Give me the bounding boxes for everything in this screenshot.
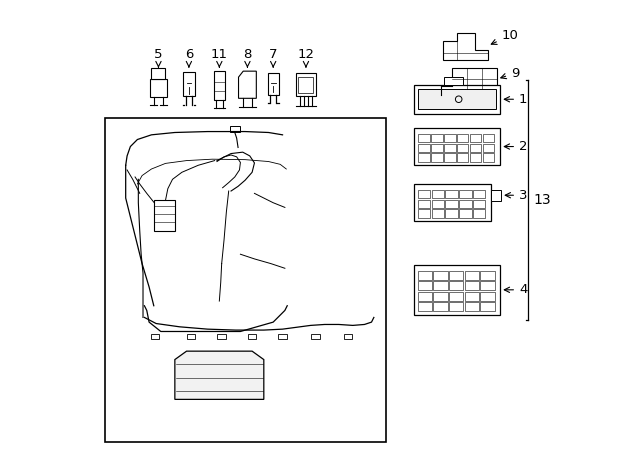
Bar xyxy=(449,302,463,311)
Bar xyxy=(431,190,444,198)
Bar xyxy=(151,334,159,340)
Text: 5: 5 xyxy=(154,48,163,67)
Text: 11: 11 xyxy=(211,48,228,67)
Bar xyxy=(187,334,195,340)
Bar xyxy=(431,134,443,142)
Bar xyxy=(418,281,432,290)
Bar xyxy=(218,334,226,340)
Bar xyxy=(298,77,314,93)
Bar xyxy=(465,271,479,280)
Bar xyxy=(431,200,444,208)
Bar xyxy=(459,210,472,218)
Bar xyxy=(465,292,479,301)
Bar xyxy=(481,271,495,280)
Text: 4: 4 xyxy=(504,284,527,296)
Bar xyxy=(449,281,463,290)
Bar xyxy=(418,190,430,198)
Polygon shape xyxy=(239,71,257,98)
Text: 12: 12 xyxy=(298,48,314,67)
Bar xyxy=(311,334,319,340)
Bar xyxy=(419,153,430,162)
Bar xyxy=(433,292,448,301)
Bar xyxy=(433,281,448,290)
Polygon shape xyxy=(175,351,264,399)
Bar xyxy=(445,200,458,208)
Bar xyxy=(481,292,495,301)
Bar xyxy=(344,334,352,340)
Bar xyxy=(483,134,494,142)
Bar xyxy=(104,118,385,441)
Bar xyxy=(268,73,279,95)
Text: 2: 2 xyxy=(504,140,527,153)
Bar xyxy=(419,89,495,109)
Text: 3: 3 xyxy=(505,189,527,202)
Bar xyxy=(183,72,195,97)
Bar xyxy=(445,210,458,218)
Bar xyxy=(457,144,468,152)
Bar xyxy=(481,302,495,311)
Bar xyxy=(470,134,481,142)
Bar xyxy=(444,153,456,162)
Bar xyxy=(418,292,432,301)
Bar xyxy=(418,271,432,280)
Bar xyxy=(230,126,240,132)
Bar xyxy=(431,144,443,152)
Bar xyxy=(248,334,257,340)
Text: 6: 6 xyxy=(185,48,193,67)
Bar xyxy=(444,77,463,85)
Bar xyxy=(150,79,167,97)
Bar xyxy=(433,302,448,311)
Bar xyxy=(431,153,443,162)
Bar xyxy=(413,265,500,315)
Bar xyxy=(413,128,500,165)
Bar xyxy=(418,302,432,311)
Bar xyxy=(419,134,430,142)
Bar xyxy=(444,134,456,142)
Text: 7: 7 xyxy=(269,48,277,67)
Bar xyxy=(473,200,485,208)
Bar xyxy=(470,144,481,152)
Bar xyxy=(483,153,494,162)
Bar xyxy=(152,68,164,79)
Text: 10: 10 xyxy=(492,29,518,44)
Bar xyxy=(457,134,468,142)
Bar xyxy=(413,184,491,221)
Bar xyxy=(214,71,225,100)
Bar xyxy=(473,190,485,198)
Text: 1: 1 xyxy=(504,93,527,106)
Bar xyxy=(470,153,481,162)
Bar xyxy=(459,200,472,208)
Polygon shape xyxy=(443,33,488,60)
Bar xyxy=(491,190,501,201)
Bar xyxy=(481,281,495,290)
Bar xyxy=(483,144,494,152)
Bar xyxy=(465,302,479,311)
Bar xyxy=(457,153,468,162)
Bar xyxy=(465,281,479,290)
Bar xyxy=(431,210,444,218)
Bar xyxy=(452,68,497,89)
Bar xyxy=(413,85,500,114)
Bar xyxy=(473,210,485,218)
Bar xyxy=(154,200,175,231)
Bar xyxy=(296,73,316,97)
Bar xyxy=(459,190,472,198)
Bar xyxy=(449,292,463,301)
Bar xyxy=(445,190,458,198)
Bar xyxy=(449,271,463,280)
Text: 13: 13 xyxy=(533,193,550,207)
Text: 9: 9 xyxy=(501,66,520,80)
Bar xyxy=(433,271,448,280)
Bar xyxy=(444,144,456,152)
Bar xyxy=(278,334,287,340)
Text: 8: 8 xyxy=(243,48,252,67)
Bar xyxy=(418,200,430,208)
Bar xyxy=(418,210,430,218)
Bar xyxy=(419,144,430,152)
